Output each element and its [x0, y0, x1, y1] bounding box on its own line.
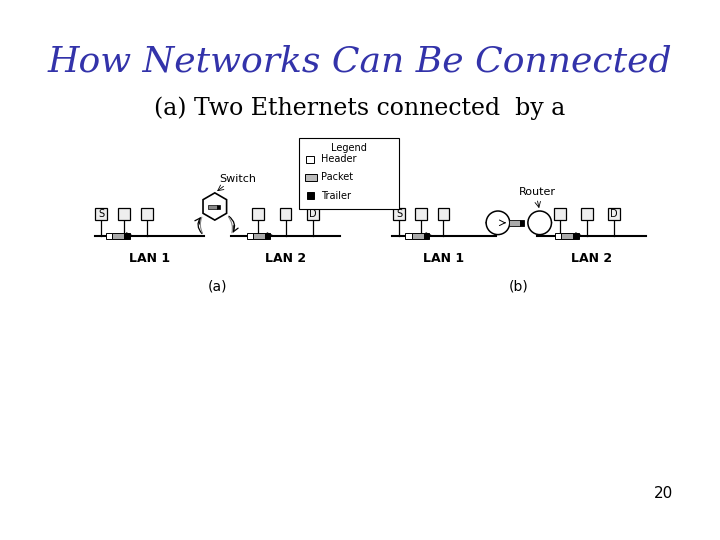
Text: 20: 20 — [654, 487, 673, 502]
Bar — [300, 138, 399, 209]
Bar — [520, 220, 524, 226]
Text: How Networks Can Be Connected: How Networks Can Be Connected — [48, 44, 672, 78]
Bar — [573, 233, 579, 239]
Polygon shape — [203, 193, 227, 220]
Bar — [307, 208, 319, 220]
Bar — [124, 233, 130, 239]
Bar — [305, 174, 318, 181]
Text: Trailer: Trailer — [321, 191, 351, 200]
Text: Packet: Packet — [321, 172, 353, 183]
Bar — [412, 233, 423, 239]
Bar — [253, 233, 265, 239]
Text: Legend: Legend — [331, 143, 367, 153]
Text: LAN 1: LAN 1 — [423, 252, 464, 265]
Text: (a): (a) — [208, 279, 228, 293]
Bar — [415, 208, 427, 220]
Bar — [217, 205, 220, 209]
Bar — [307, 192, 314, 199]
Bar — [253, 208, 264, 220]
Bar — [112, 233, 124, 239]
Bar — [307, 156, 314, 163]
Text: Switch: Switch — [220, 174, 256, 184]
Bar — [554, 208, 565, 220]
Bar — [246, 233, 253, 239]
Text: (a) Two Ethernets connected  by a: (a) Two Ethernets connected by a — [154, 97, 566, 120]
Text: S: S — [99, 209, 104, 219]
Bar — [555, 233, 562, 239]
Circle shape — [528, 211, 552, 234]
Text: LAN 2: LAN 2 — [571, 252, 612, 265]
Bar — [96, 208, 107, 220]
Text: Router: Router — [518, 187, 555, 198]
Bar — [423, 233, 429, 239]
Text: LAN 1: LAN 1 — [129, 252, 170, 265]
Bar — [279, 208, 292, 220]
Text: S: S — [396, 209, 402, 219]
Bar — [562, 233, 573, 239]
Bar — [393, 208, 405, 220]
Bar — [405, 233, 412, 239]
Text: D: D — [309, 209, 317, 219]
Bar — [141, 208, 153, 220]
Bar — [265, 233, 270, 239]
Bar — [118, 208, 130, 220]
Bar — [608, 208, 620, 220]
Bar — [438, 208, 449, 220]
Text: Header: Header — [321, 154, 356, 164]
Text: D: D — [611, 209, 618, 219]
Bar — [581, 208, 593, 220]
Text: (b): (b) — [509, 279, 528, 293]
Bar — [106, 233, 112, 239]
Bar — [209, 205, 217, 209]
Circle shape — [486, 211, 510, 234]
Text: LAN 2: LAN 2 — [265, 252, 306, 265]
Bar — [509, 220, 520, 226]
